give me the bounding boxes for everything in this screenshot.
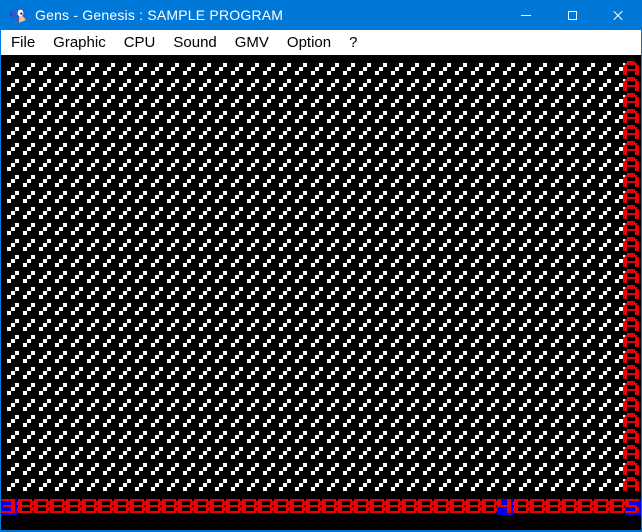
menu-item-sound[interactable]: Sound	[173, 33, 217, 51]
window-controls	[503, 0, 641, 30]
sprite-3	[1, 499, 17, 515]
menu-item-help[interactable]: ?	[349, 33, 358, 51]
maximize-icon	[567, 10, 577, 20]
minimize-icon	[521, 14, 531, 16]
title-bar[interactable]: Gens - Genesis : SAMPLE PROGRAM	[1, 0, 641, 30]
menu-item-option[interactable]: Option	[286, 33, 332, 51]
menu-item-file[interactable]: File	[11, 33, 36, 51]
sprite-5	[625, 499, 641, 515]
sprite-4	[497, 499, 513, 515]
menu-item-graphic[interactable]: Graphic	[53, 33, 106, 51]
sprite-row-b	[2, 499, 641, 513]
menu-item-gmv[interactable]: GMV	[234, 33, 269, 51]
video-output	[1, 61, 641, 515]
sprite-column-a	[623, 61, 639, 491]
window-title: Gens - Genesis : SAMPLE PROGRAM	[35, 7, 284, 23]
sonic-app-icon	[10, 8, 27, 23]
menu-item-cpu[interactable]: CPU	[123, 33, 156, 51]
overlay-number-sprites	[1, 499, 641, 515]
close-icon	[612, 9, 624, 21]
menu-bar: File Graphic CPU Sound GMV Option?	[1, 30, 641, 55]
close-button[interactable]	[595, 0, 641, 30]
emulator-screen	[1, 55, 641, 530]
maximize-button[interactable]	[549, 0, 595, 30]
minimize-button[interactable]	[503, 0, 549, 30]
slash-tile-grid	[7, 63, 627, 491]
